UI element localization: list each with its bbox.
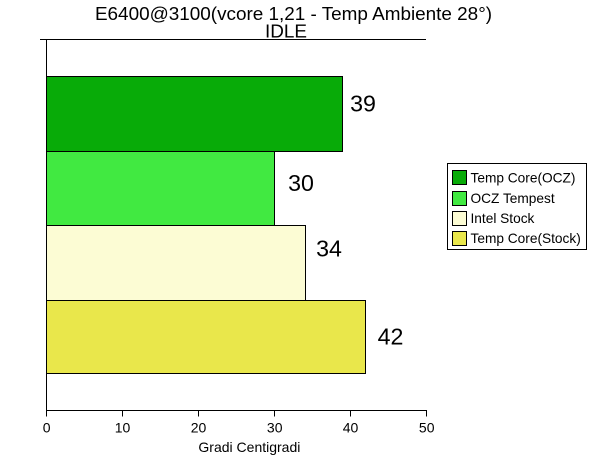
- svg-text:0: 0: [43, 420, 51, 436]
- svg-text:E6400@3100(vcore 1,21 - Temp A: E6400@3100(vcore 1,21 - Temp Ambiente 28…: [95, 4, 492, 25]
- svg-text:30: 30: [288, 170, 314, 196]
- svg-text:50: 50: [419, 420, 435, 436]
- svg-text:39: 39: [350, 91, 376, 117]
- svg-text:Intel Stock: Intel Stock: [471, 211, 535, 226]
- svg-text:40: 40: [343, 420, 359, 436]
- svg-text:34: 34: [316, 236, 342, 262]
- svg-text:42: 42: [378, 323, 404, 349]
- svg-text:IDLE: IDLE: [265, 22, 307, 43]
- svg-text:20: 20: [191, 420, 207, 436]
- svg-text:30: 30: [267, 420, 283, 436]
- svg-text:Temp Core(OCZ): Temp Core(OCZ): [471, 171, 576, 186]
- svg-text:Gradi Centigradi: Gradi Centigradi: [198, 439, 300, 455]
- svg-text:Temp Core(Stock): Temp Core(Stock): [471, 231, 581, 246]
- svg-text:10: 10: [115, 420, 131, 436]
- svg-text:OCZ Tempest: OCZ Tempest: [471, 191, 555, 206]
